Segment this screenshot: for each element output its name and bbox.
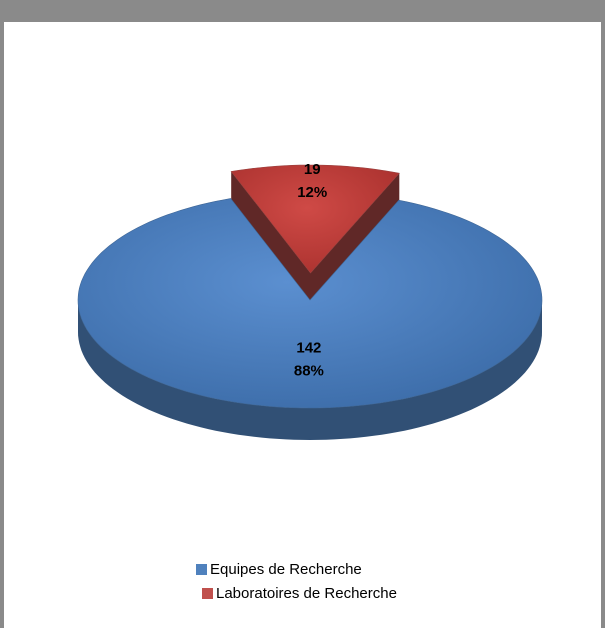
slice-side xyxy=(78,300,542,440)
legend-label: Laboratoires de Recherche xyxy=(216,585,397,602)
legend-swatch xyxy=(202,588,213,599)
data-label: 19 xyxy=(304,161,321,178)
percentage-label: 88% xyxy=(294,362,324,379)
slice xyxy=(77,198,543,409)
legend-label: Equipes de Recherche xyxy=(210,561,362,578)
right-border xyxy=(601,22,605,628)
left-border xyxy=(0,22,4,628)
legend: Equipes de Recherche Laboratoires de Rech… xyxy=(196,561,397,602)
percentage-label: 12% xyxy=(297,184,327,201)
legend-swatch xyxy=(196,564,207,575)
slice xyxy=(230,164,400,274)
top-bar xyxy=(0,0,605,22)
pie: 142 88% 19 12% xyxy=(77,161,543,440)
slice-cut-face xyxy=(231,171,311,305)
data-label: 142 xyxy=(296,339,321,356)
slice-cut-face xyxy=(310,173,400,305)
